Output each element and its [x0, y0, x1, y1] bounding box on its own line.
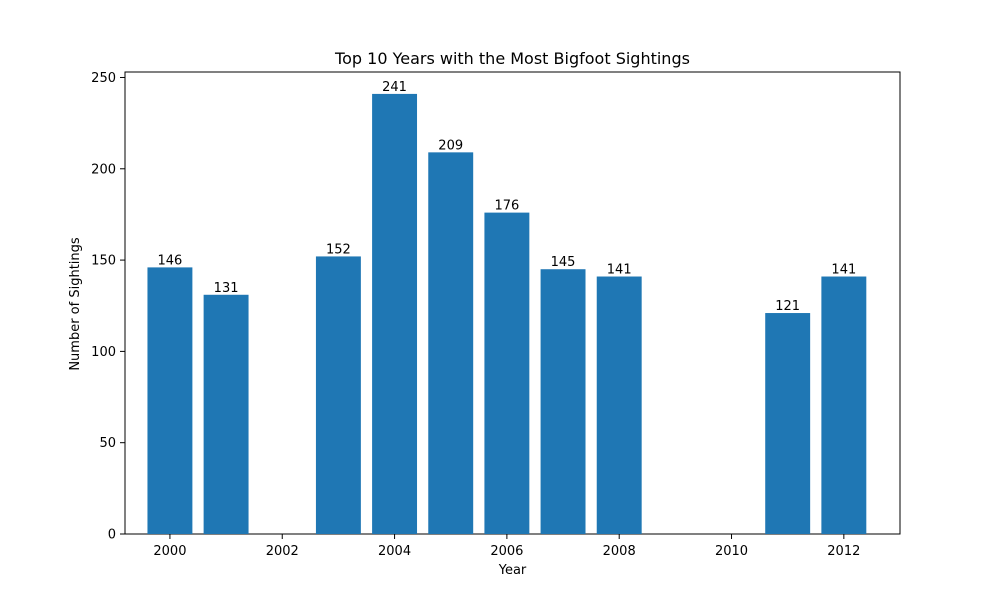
bar-2000 [147, 267, 193, 534]
x-axis: 2000 2002 2004 2006 2008 2010 2012 [153, 534, 860, 559]
y-tick-label-0: 0 [108, 528, 116, 543]
bar-2011 [765, 313, 811, 534]
y-axis: 0 50 100 150 200 250 [91, 71, 125, 543]
data-labels-group: 146 131 152 241 209 176 145 141 121 141 [158, 80, 857, 314]
y-tick-label-250: 250 [91, 71, 116, 86]
y-tick-label-200: 200 [91, 162, 116, 177]
y-tick-label-100: 100 [91, 345, 116, 360]
x-tick-label-2010: 2010 [715, 544, 748, 559]
x-tick-label-2012: 2012 [827, 544, 860, 559]
y-tick-label-50: 50 [99, 436, 116, 451]
data-label-2000: 146 [158, 253, 183, 268]
data-label-2012: 141 [831, 263, 856, 278]
data-label-2007: 145 [551, 255, 576, 270]
bar-2004 [372, 93, 418, 534]
x-tick-label-2000: 2000 [153, 544, 186, 559]
y-axis-label: Number of Sightings [68, 237, 83, 371]
y-tick-label-150: 150 [91, 254, 116, 269]
bar-2001 [203, 294, 249, 534]
x-tick-label-2006: 2006 [490, 544, 523, 559]
data-label-2005: 209 [438, 138, 463, 153]
bar-2008 [596, 276, 642, 534]
data-label-2008: 141 [607, 263, 632, 278]
bar-2012 [821, 276, 867, 534]
bar-2006 [484, 212, 530, 535]
data-label-2006: 176 [494, 199, 519, 214]
x-axis-label: Year [498, 563, 527, 578]
data-label-2001: 131 [214, 281, 239, 296]
data-label-2004: 241 [382, 80, 407, 95]
chart-title: Top 10 Years with the Most Bigfoot Sight… [334, 49, 690, 68]
x-tick-label-2008: 2008 [603, 544, 636, 559]
bar-2007 [540, 269, 586, 534]
bars-group [147, 93, 867, 535]
data-label-2011: 121 [775, 299, 800, 314]
bar-2005 [428, 152, 474, 534]
x-tick-label-2004: 2004 [378, 544, 411, 559]
x-tick-label-2002: 2002 [266, 544, 299, 559]
bar-2003 [315, 256, 361, 534]
data-label-2003: 152 [326, 242, 351, 257]
